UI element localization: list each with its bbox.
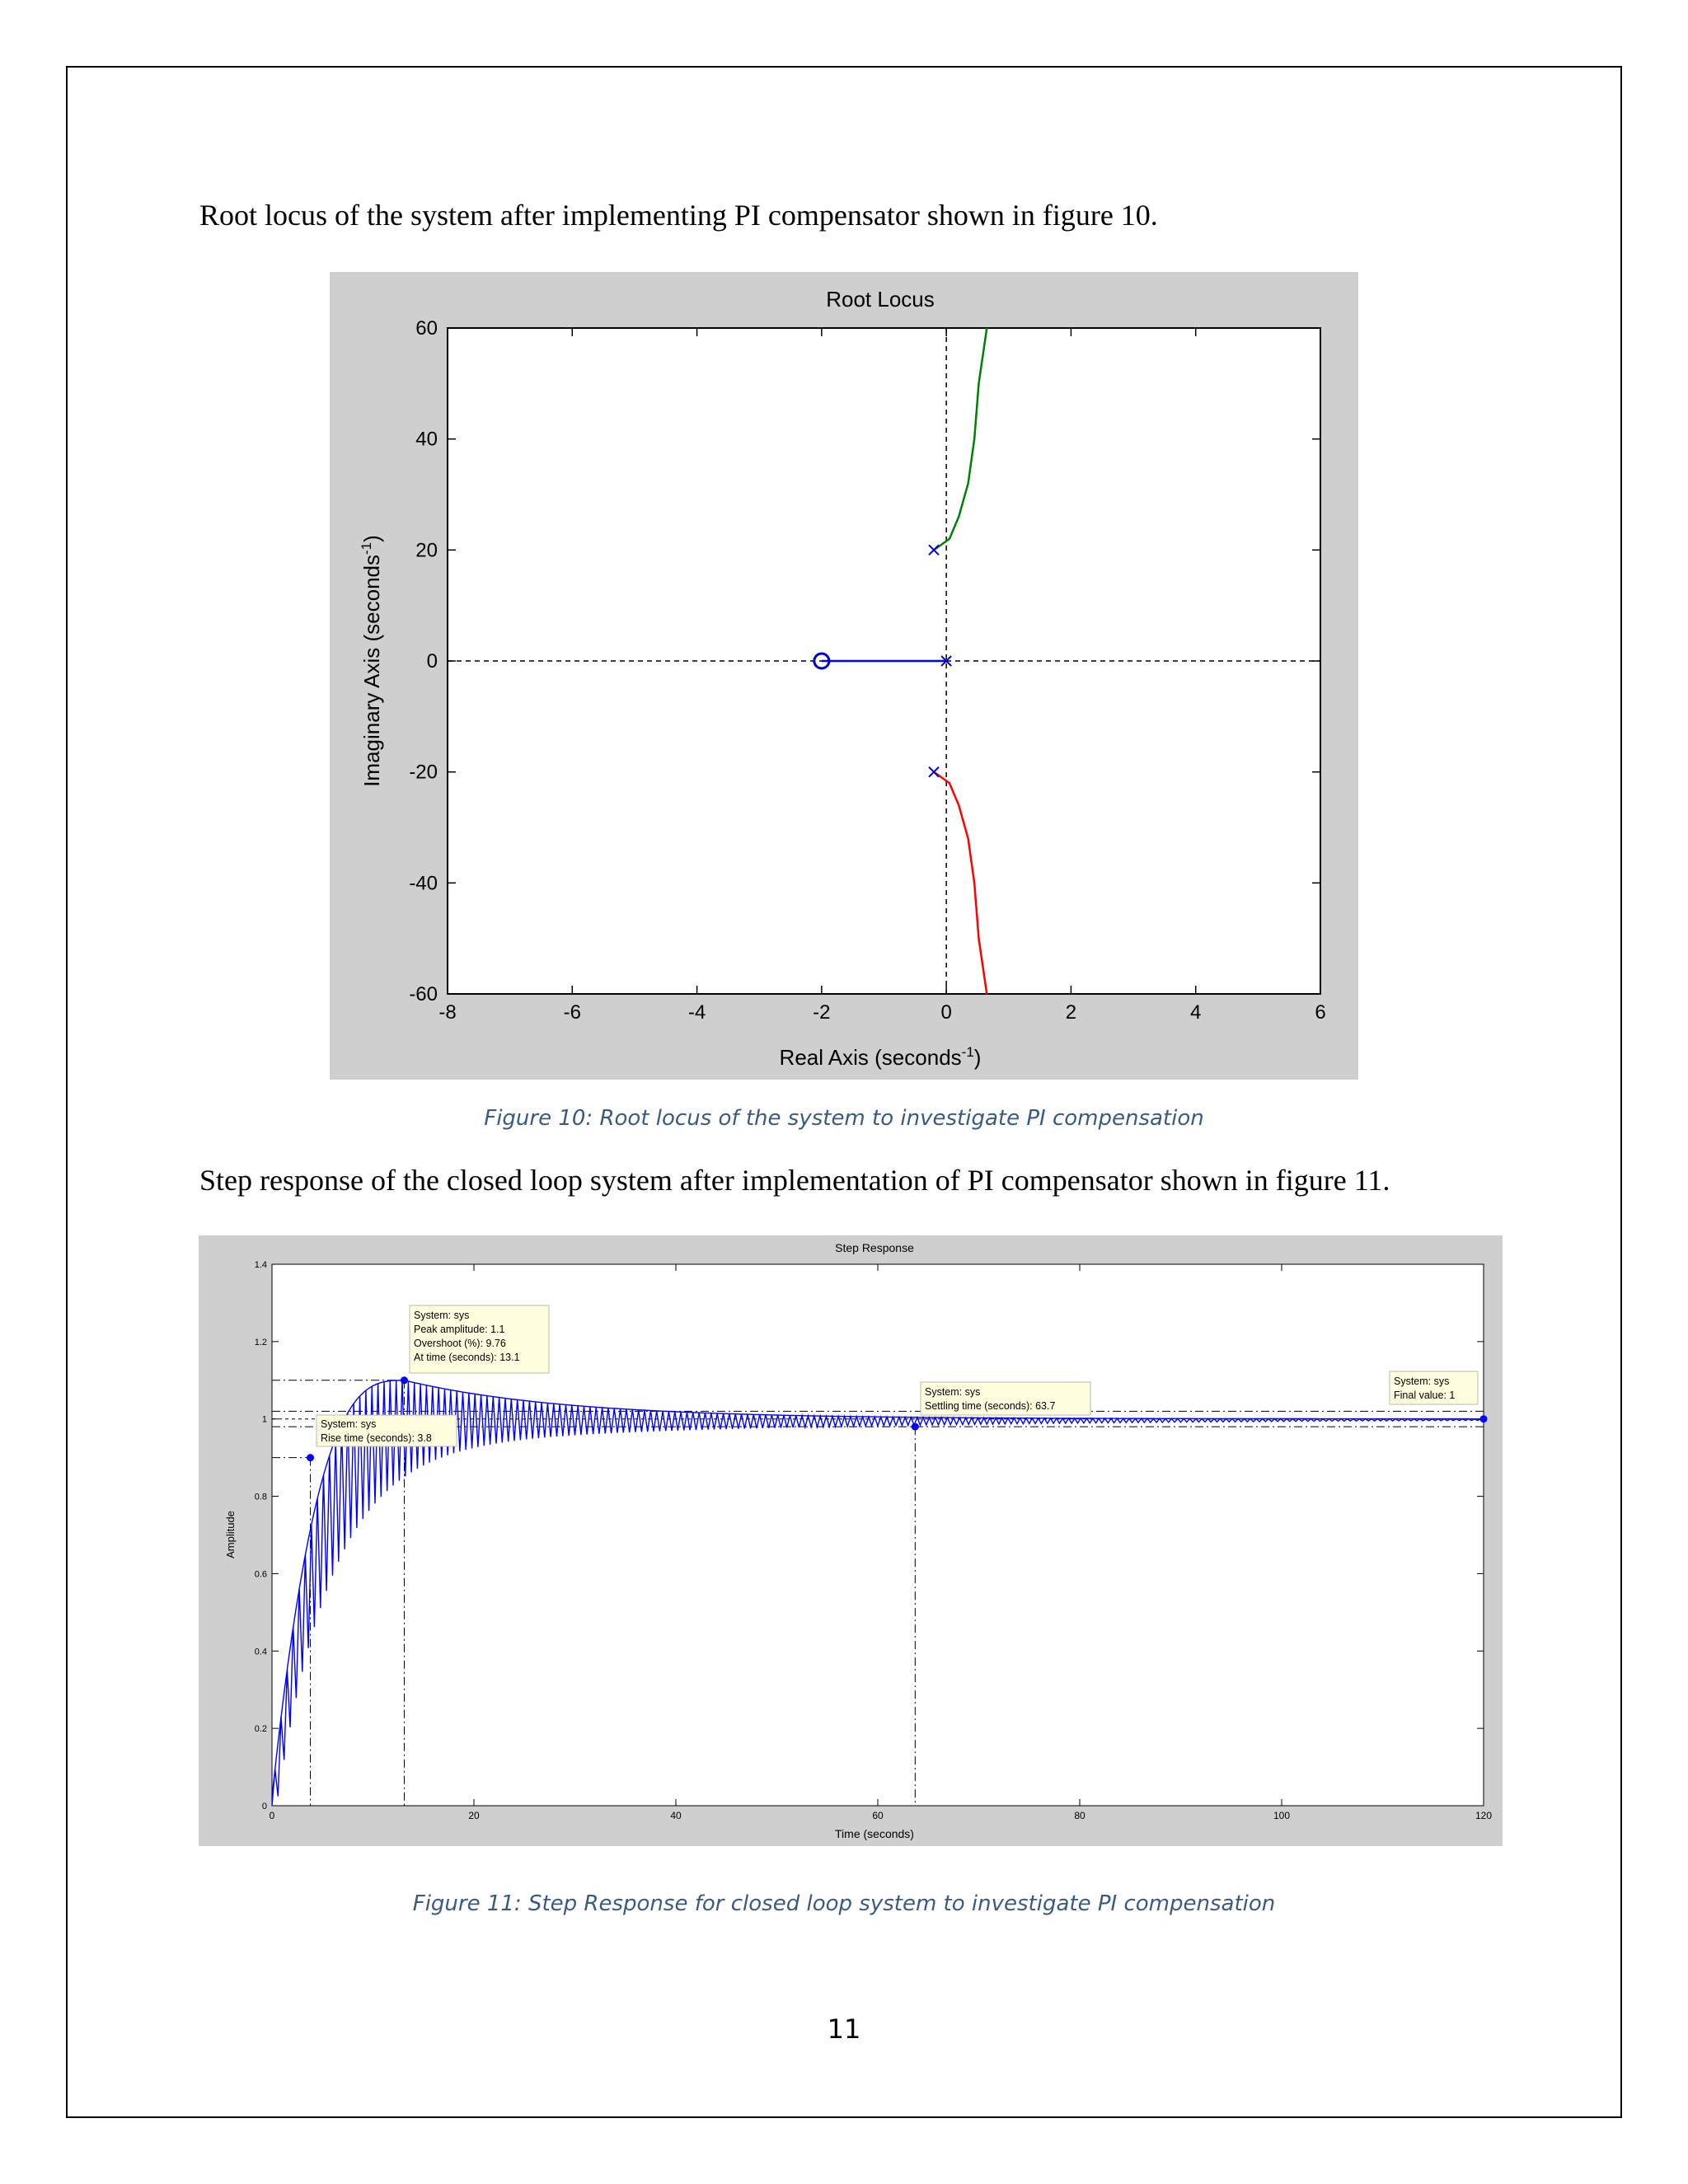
y-tick-label: 1.4: [255, 1260, 267, 1270]
x-tick-label: 0: [270, 1810, 275, 1821]
figure-11-caption: Figure 11: Step Response for closed loop…: [412, 1891, 1276, 1916]
step-response-title: Step Response: [835, 1241, 914, 1254]
root-locus-svg: Root Locus -8 -6 -4 -2 0 2 4 6-60-40-200204060 …: [359, 287, 1326, 1070]
x-tick-label: 4: [1190, 1001, 1201, 1024]
y-tick-label: 20: [415, 539, 438, 561]
datatip-settling-line1: System: sys: [925, 1386, 980, 1398]
y-tick-label: 0.4: [255, 1647, 267, 1657]
step-response-svg: Step Response 0 20 40 60 80 100 12000.20.40.60…: [224, 1241, 1493, 1840]
datatip-peak[interactable]: System: sys Peak amplitude: 1.1 Overshoo…: [409, 1305, 550, 1374]
y-tick-label: -60: [409, 983, 438, 1005]
datatip-peak-box: [409, 1305, 550, 1374]
y-tick-label: 0: [262, 1802, 267, 1811]
y-tick-label: 1.2: [255, 1338, 267, 1347]
root-locus-branches: [821, 327, 988, 995]
datatip-peak-line4: At time (seconds): 13.1: [414, 1352, 520, 1363]
y-tick-label: 1: [262, 1415, 267, 1425]
y-tick-label: 0.2: [255, 1724, 267, 1734]
datatip-final-line1: System: sys: [1394, 1376, 1449, 1387]
datatip-rise-box: [316, 1414, 457, 1447]
x-tick-label: 40: [670, 1810, 682, 1821]
datatip-final[interactable]: System: sys Final value: 1: [1389, 1371, 1479, 1405]
locus-branch: [933, 771, 988, 995]
x-tick-label: 6: [1315, 1001, 1325, 1024]
x-tick-label: -4: [688, 1001, 706, 1024]
x-tick-label: -6: [564, 1001, 581, 1024]
y-tick-label: -20: [409, 762, 438, 784]
datatip-final-box: [1389, 1371, 1479, 1405]
y-tick-label: 60: [415, 317, 438, 340]
step-response-figure: Step Response 0 20 40 60 80 100 120 0 0.2 0.4 0.6 0…: [199, 1235, 1503, 1846]
x-tick-label: -2: [813, 1001, 830, 1024]
y-tick-label: 40: [415, 429, 438, 451]
root-locus-intro-text: Root locus of the system after implement…: [199, 199, 1158, 232]
step-response-xlabel: Time (seconds): [835, 1827, 914, 1840]
pole-stroke: [928, 544, 940, 556]
y-tick-label: 0.8: [255, 1493, 267, 1502]
step-response-curve: [271, 1380, 1484, 1807]
rise-point: [307, 1454, 315, 1462]
root-locus-ylabel: Imaginary Axis (seconds-1): [359, 535, 384, 787]
pole-stroke: [928, 766, 940, 778]
y-tick-label: 0.6: [255, 1569, 267, 1579]
x-tick-label: 2: [1066, 1001, 1076, 1024]
step-response-points: [307, 1376, 1488, 1462]
zero-marker: [813, 652, 831, 670]
root-locus-xlabel: Real Axis (seconds-1): [780, 1044, 982, 1070]
locus-branch: [933, 327, 988, 551]
page-number: 11: [827, 2013, 861, 2045]
datatip-rise-line1: System: sys: [321, 1418, 376, 1430]
datatip-final-line2: Final value: 1: [1394, 1390, 1455, 1401]
step-response-intro-text: Step response of the closed loop system …: [199, 1164, 1390, 1197]
datatip-settling-line2: Settling time (seconds): 63.7: [925, 1400, 1055, 1412]
x-tick-label: -8: [438, 1001, 456, 1024]
x-tick-label: 60: [872, 1810, 884, 1821]
figure-10-caption: Figure 10: Root locus of the system to i…: [484, 1106, 1204, 1131]
pole-marker: [928, 766, 940, 778]
settling-point: [911, 1422, 919, 1431]
datatip-settling[interactable]: System: sys Settling time (seconds): 63.…: [920, 1381, 1091, 1416]
datatip-settling-box: [920, 1381, 1091, 1416]
root-locus-title: Root Locus: [826, 287, 935, 312]
y-tick-label: -40: [409, 872, 438, 894]
pole-marker: [928, 544, 940, 556]
datatip-rise-line2: Rise time (seconds): 3.8: [321, 1432, 432, 1444]
datatip-peak-line1: System: sys: [414, 1310, 469, 1321]
root-locus-markers: [813, 544, 952, 778]
step-response-envelope: [271, 1380, 1484, 1797]
datatip-rise[interactable]: System: sys Rise time (seconds): 3.8: [316, 1414, 457, 1447]
root-locus-figure: Root Locus -8 -6 -4 -2 0 2 4 6 -60 -40 -20 0 20 40 60 …: [330, 272, 1358, 1080]
y-tick-label: 0: [427, 650, 438, 673]
pole-stroke: [940, 655, 952, 667]
x-tick-label: 120: [1475, 1810, 1492, 1821]
step-response-tick-group: 0 20 40 60 80 100 120 0 0.2 0.4 0.6 0.8 1 1.2 1.4: [255, 1260, 1493, 1821]
x-tick-label: 0: [940, 1001, 951, 1024]
x-tick-label: 100: [1273, 1810, 1290, 1821]
datatip-peak-line2: Peak amplitude: 1.1: [414, 1324, 505, 1335]
final-point: [1479, 1415, 1488, 1423]
peak-point: [400, 1376, 408, 1385]
datatip-peak-line3: Overshoot (%): 9.76: [414, 1338, 506, 1349]
page-border: [66, 66, 1622, 2118]
step-response-ylabel: Amplitude: [224, 1511, 237, 1558]
pole-marker: [940, 655, 952, 667]
x-tick-label: 20: [468, 1810, 480, 1821]
x-tick-label: 80: [1074, 1810, 1085, 1821]
